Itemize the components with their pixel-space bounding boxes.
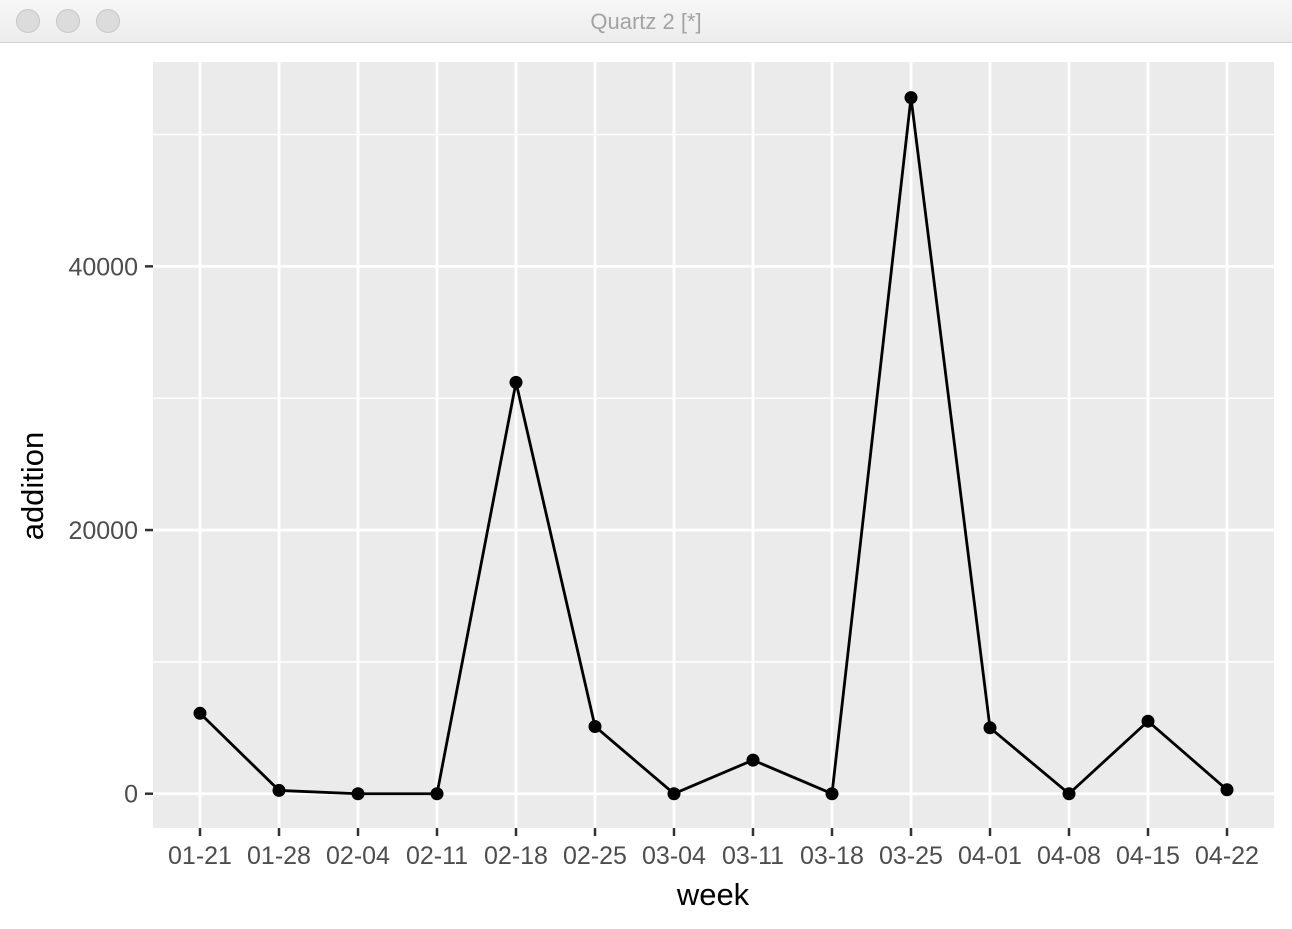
- title-bar: Quartz 2 [*]: [0, 0, 1292, 43]
- x-axis: 01-21 01-28 02-04 02-11 02-18 02-25 03-04 03-11…: [168, 828, 1259, 870]
- data-point: [272, 783, 286, 797]
- data-point: [746, 753, 760, 767]
- y-tick-label: 0: [124, 781, 138, 809]
- y-axis: 0 20000 40000: [68, 253, 153, 809]
- x-tick-label: 04-01: [958, 842, 1022, 870]
- x-tick-label: 02-04: [326, 842, 390, 870]
- line-chart: 0 20000 40000 01-21 01-28 02-04 02-11 02-18 02-…: [15, 62, 1274, 912]
- data-point: [1220, 783, 1234, 797]
- minor-gridlines: [153, 133, 1274, 663]
- x-tick-label: 04-15: [1116, 842, 1180, 870]
- window-title: Quartz 2 [*]: [590, 9, 702, 34]
- close-window-button[interactable]: [16, 9, 40, 33]
- data-point: [193, 706, 207, 720]
- data-point: [825, 787, 839, 801]
- major-gridlines: [153, 62, 1274, 828]
- zoom-window-button[interactable]: [96, 9, 120, 33]
- x-tick-label: 02-11: [406, 842, 468, 870]
- data-point: [904, 91, 918, 105]
- x-tick-label: 03-18: [800, 842, 864, 870]
- x-tick-label: 04-22: [1195, 842, 1259, 870]
- x-tick-label: 04-08: [1037, 842, 1101, 870]
- x-tick-label: 02-18: [484, 842, 548, 870]
- data-point: [588, 719, 602, 733]
- x-tick-label: 03-11: [722, 842, 784, 870]
- series-line: [199, 96, 1228, 796]
- data-point: [667, 787, 681, 801]
- data-point: [351, 787, 365, 801]
- data-point: [430, 787, 444, 801]
- plot-panel: [153, 62, 1274, 828]
- data-point: [1062, 787, 1076, 801]
- x-tick-label: 02-25: [563, 842, 627, 870]
- minimize-window-button[interactable]: [56, 9, 80, 33]
- data-point: [509, 375, 523, 389]
- x-axis-title: week: [676, 877, 750, 912]
- x-tick-label: 03-25: [879, 842, 943, 870]
- x-tick-label: 01-28: [247, 842, 311, 870]
- y-tick-label: 40000: [68, 253, 138, 281]
- x-tick-label: 03-04: [642, 842, 706, 870]
- x-tick-label: 01-21: [168, 842, 232, 870]
- y-axis-title: addition: [15, 432, 50, 541]
- chart-area: 0 20000 40000 01-21 01-28 02-04 02-11 02-18 02-…: [0, 43, 1292, 924]
- data-point: [1141, 714, 1155, 728]
- y-tick-label: 20000: [68, 517, 138, 545]
- series-addition: [193, 91, 1234, 801]
- data-point: [983, 721, 997, 735]
